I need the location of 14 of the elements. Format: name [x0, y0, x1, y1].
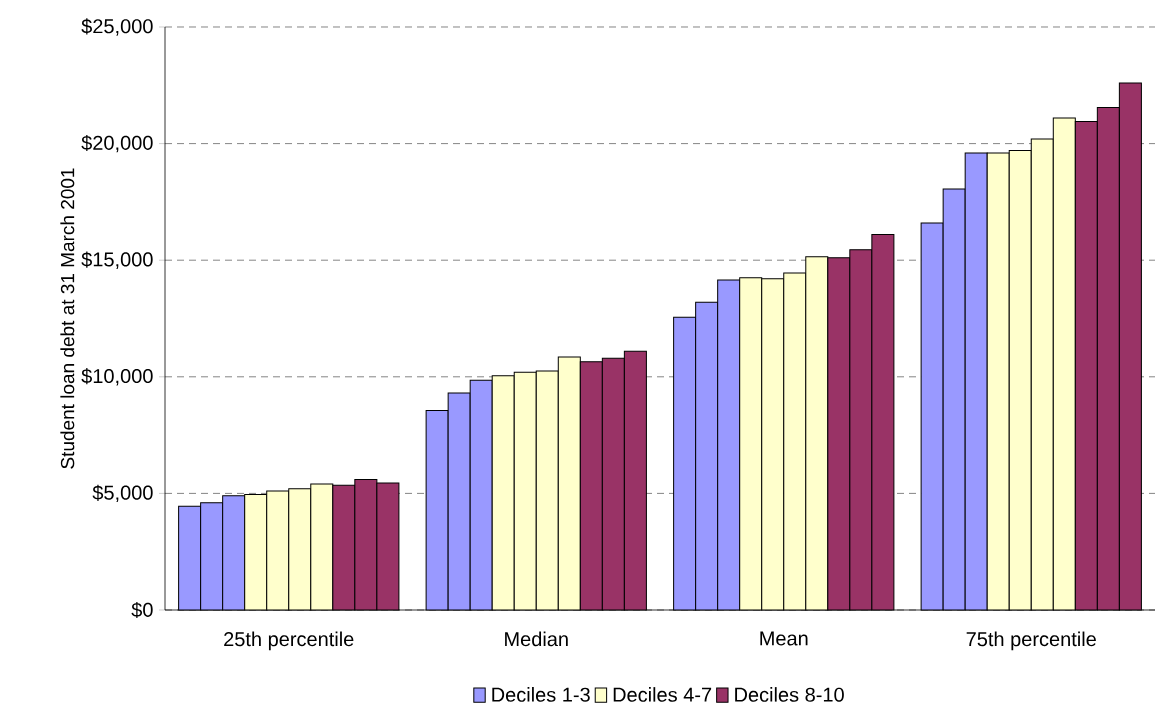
y-axis-title: Student loan debt at 31 March 2001: [60, 168, 75, 469]
y-tick-label: $0: [131, 601, 153, 619]
x-tick-label: Mean: [760, 631, 808, 646]
x-tick-label: 75th percentile: [966, 631, 1096, 651]
y-tick-label: $25,000: [81, 18, 153, 36]
legend-label: Deciles 1-3: [492, 687, 590, 702]
y-tick-label: $10,000: [81, 368, 153, 386]
x-tick-label: Median: [505, 631, 568, 647]
legend-label: Deciles 4-7: [613, 687, 712, 702]
y-tick-label: $5,000: [92, 484, 153, 503]
y-tick-label: $20,000: [81, 134, 153, 153]
legend-label: Deciles 8-10: [735, 687, 844, 702]
x-tick-label: 25th percentile: [224, 631, 354, 651]
y-tick-label: $15,000: [81, 251, 153, 269]
